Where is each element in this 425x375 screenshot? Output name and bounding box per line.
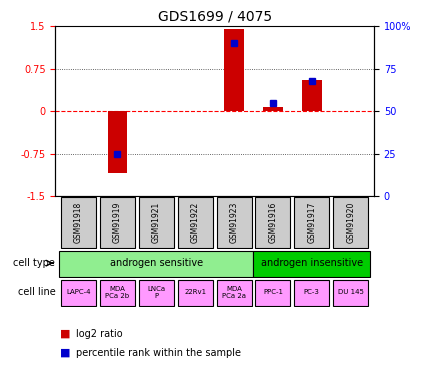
Text: cell line: cell line: [17, 287, 55, 297]
Text: GSM91922: GSM91922: [191, 202, 200, 243]
FancyBboxPatch shape: [139, 280, 174, 306]
Text: 22Rv1: 22Rv1: [184, 290, 206, 296]
FancyBboxPatch shape: [333, 280, 368, 306]
Text: LNCa
P: LNCa P: [147, 286, 165, 299]
Text: GSM91921: GSM91921: [152, 202, 161, 243]
Text: GSM91919: GSM91919: [113, 202, 122, 243]
Text: ■: ■: [60, 348, 70, 357]
Text: log2 ratio: log2 ratio: [76, 329, 123, 339]
Text: cell type: cell type: [13, 258, 55, 268]
FancyBboxPatch shape: [217, 280, 252, 306]
Bar: [108, 111, 127, 173]
Text: MDA
PCa 2b: MDA PCa 2b: [105, 286, 130, 299]
FancyBboxPatch shape: [100, 197, 135, 248]
Text: PC-3: PC-3: [304, 290, 320, 296]
Text: LAPC-4: LAPC-4: [66, 290, 91, 296]
FancyBboxPatch shape: [61, 197, 96, 248]
FancyBboxPatch shape: [253, 251, 370, 277]
Text: GSM91918: GSM91918: [74, 202, 83, 243]
Text: GSM91923: GSM91923: [230, 202, 238, 243]
FancyBboxPatch shape: [100, 280, 135, 306]
FancyBboxPatch shape: [294, 197, 329, 248]
FancyBboxPatch shape: [255, 197, 290, 248]
Text: MDA
PCa 2a: MDA PCa 2a: [222, 286, 246, 299]
Text: GSM91920: GSM91920: [346, 202, 355, 243]
Text: DU 145: DU 145: [338, 290, 364, 296]
FancyBboxPatch shape: [139, 197, 174, 248]
Text: PPC-1: PPC-1: [263, 290, 283, 296]
FancyBboxPatch shape: [294, 280, 329, 306]
Text: GSM91916: GSM91916: [269, 202, 278, 243]
FancyBboxPatch shape: [61, 280, 96, 306]
Bar: [263, 106, 283, 111]
Bar: [224, 29, 244, 111]
FancyBboxPatch shape: [333, 197, 368, 248]
Title: GDS1699 / 4075: GDS1699 / 4075: [158, 10, 272, 24]
FancyBboxPatch shape: [255, 280, 290, 306]
FancyBboxPatch shape: [59, 251, 253, 277]
Text: androgen insensitive: androgen insensitive: [261, 258, 363, 268]
Bar: [302, 80, 322, 111]
FancyBboxPatch shape: [178, 280, 212, 306]
FancyBboxPatch shape: [178, 197, 212, 248]
Text: percentile rank within the sample: percentile rank within the sample: [76, 348, 241, 357]
FancyBboxPatch shape: [217, 197, 252, 248]
Text: ■: ■: [60, 329, 70, 339]
Text: GSM91917: GSM91917: [307, 202, 316, 243]
Text: androgen sensitive: androgen sensitive: [110, 258, 203, 268]
